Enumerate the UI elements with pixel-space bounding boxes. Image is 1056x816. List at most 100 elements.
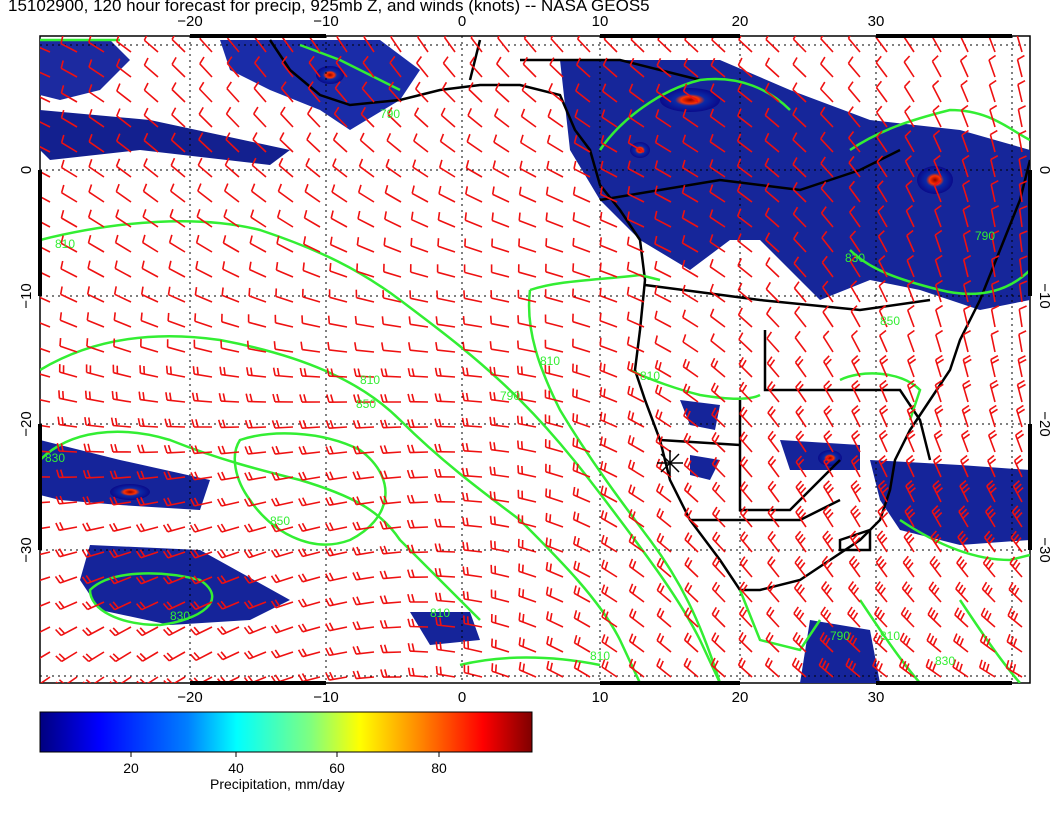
wind-barb-feather <box>545 512 548 521</box>
wind-barb-feather <box>907 483 915 491</box>
wind-barb-feather <box>875 635 882 643</box>
wind-barb-feather <box>795 430 803 438</box>
wind-barb-feather <box>956 610 963 618</box>
wind-barb <box>1019 259 1023 278</box>
wind-barb-feather <box>573 634 578 644</box>
wind-barb-feather <box>683 632 689 641</box>
lat-tick-label: −20 <box>18 411 35 436</box>
wind-barb-feather <box>86 286 90 295</box>
wind-barb-feather <box>379 546 384 555</box>
wind-barb-feather <box>986 533 993 542</box>
wind-barb-feather <box>983 530 991 538</box>
wind-barb-feather <box>936 358 945 365</box>
wind-barb <box>682 291 699 303</box>
wind-barb-feather <box>82 681 86 683</box>
wind-barb-feather <box>795 405 802 413</box>
wind-barb-feather <box>821 555 829 563</box>
wind-barb <box>491 523 510 528</box>
wind-barb-feather <box>307 81 314 89</box>
wind-barb-feather <box>825 358 832 366</box>
wind-barb <box>276 242 294 253</box>
wind-barb-feather <box>142 183 148 192</box>
wind-barb-feather <box>463 290 466 299</box>
wind-barb <box>140 398 159 403</box>
wind-barb-feather <box>960 79 968 87</box>
wind-barb-feather <box>599 387 603 396</box>
wind-barb-feather <box>135 576 142 585</box>
wind-barb <box>682 242 699 253</box>
wind-barb-feather <box>875 660 880 669</box>
wind-barb-feather <box>34 211 36 219</box>
wind-barb <box>417 36 429 53</box>
wind-barb-feather <box>906 508 914 516</box>
lat-tick-label: −30 <box>1036 537 1053 562</box>
wind-barb-feather <box>84 390 88 399</box>
wind-barb-feather <box>875 80 883 88</box>
wind-barb-feather <box>109 470 114 479</box>
wind-barb <box>464 573 483 578</box>
wind-barb-feather <box>439 666 442 675</box>
wind-barb <box>545 321 564 328</box>
wind-barb-feather <box>35 417 36 425</box>
wind-barb <box>823 436 834 453</box>
wind-barb <box>302 269 321 278</box>
wind-barb-feather <box>383 445 388 454</box>
wind-barb <box>574 667 591 678</box>
wind-barb-feather <box>850 584 857 592</box>
wind-barb-feather <box>329 445 334 454</box>
wind-barb-feather <box>825 637 831 646</box>
wind-barb-feather <box>711 632 717 641</box>
wind-barb <box>40 551 51 556</box>
wind-barb-feather <box>465 417 469 427</box>
wind-barb-feather <box>247 600 254 608</box>
wind-barb-feather <box>961 154 970 161</box>
wind-barb <box>275 295 294 303</box>
wind-barb <box>709 141 726 153</box>
contour-label: 790 <box>830 629 850 643</box>
wind-barb <box>115 651 132 663</box>
wind-barb-feather <box>243 626 250 635</box>
wind-barb-feather <box>709 209 714 218</box>
wind-barb <box>140 526 159 533</box>
wind-barb-feather <box>878 533 886 541</box>
wind-barb-feather <box>737 108 742 117</box>
wind-barb-feather <box>386 132 392 141</box>
wind-barb <box>794 361 807 378</box>
wind-barb-feather <box>489 366 492 375</box>
wind-barb-feather <box>352 445 357 454</box>
wind-barb-feather <box>352 547 357 556</box>
wind-barb <box>491 219 510 228</box>
wind-barb-feather <box>59 312 63 321</box>
wind-barb-feather <box>710 357 716 366</box>
wind-barb-feather <box>171 36 175 40</box>
wind-barb-feather <box>1017 31 1024 35</box>
wind-barb <box>356 270 375 278</box>
wind-barb-feather <box>325 623 331 632</box>
wind-barb-feather <box>330 210 334 219</box>
wind-barb <box>822 536 834 553</box>
wind-barb-feather <box>681 284 686 293</box>
wind-barb-feather <box>436 290 439 299</box>
wind-barb-feather <box>493 417 496 426</box>
wind-barb-feather <box>465 186 469 195</box>
wind-barb-feather <box>738 632 744 640</box>
wind-barb <box>491 297 510 303</box>
wind-barb-feather <box>220 600 227 608</box>
wind-barb-feather <box>907 354 915 361</box>
colorbar-tick-label: 60 <box>329 760 345 776</box>
wind-barb-feather <box>520 441 523 450</box>
wind-barb-feather <box>298 472 303 481</box>
wind-barb-feather <box>709 283 714 292</box>
wind-barb <box>86 424 105 428</box>
wind-barb <box>574 617 591 628</box>
wind-barb-feather <box>654 285 658 294</box>
wind-barb <box>116 40 132 53</box>
wind-barb-feather <box>990 383 999 390</box>
wind-barb-feather <box>493 367 496 376</box>
wind-barb <box>739 512 753 528</box>
precip-core <box>660 88 720 112</box>
lat-tick-label: −30 <box>18 537 35 562</box>
wind-barb-feather <box>932 637 938 646</box>
wind-barb-feather <box>684 557 690 565</box>
wind-barb-feather <box>983 610 989 619</box>
